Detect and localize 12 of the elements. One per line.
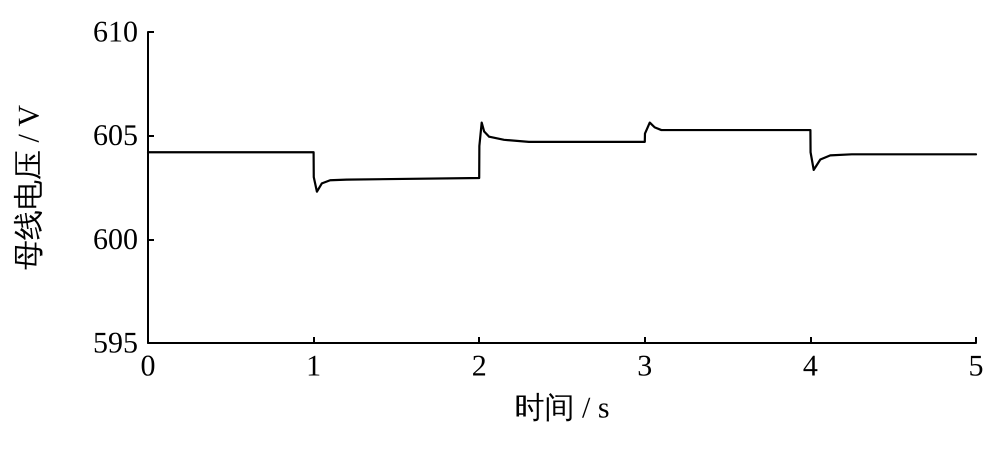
x-tick-label: 4: [802, 350, 818, 382]
x-tick-label: 5: [968, 350, 984, 382]
x-tick-label: 0: [140, 350, 156, 382]
y-axis-title: 母线电压 / V: [12, 104, 46, 270]
y-tick-label: 605: [93, 119, 138, 152]
x-tick-label: 1: [306, 350, 322, 382]
y-tick-label: 600: [93, 222, 138, 256]
y-tick-label: 610: [93, 16, 138, 48]
x-tick-label: 3: [637, 350, 652, 382]
y-tick-label: 595: [93, 326, 138, 360]
x-axis-title: 时间 / s: [514, 392, 610, 424]
x-tick-label: 2: [472, 350, 487, 382]
